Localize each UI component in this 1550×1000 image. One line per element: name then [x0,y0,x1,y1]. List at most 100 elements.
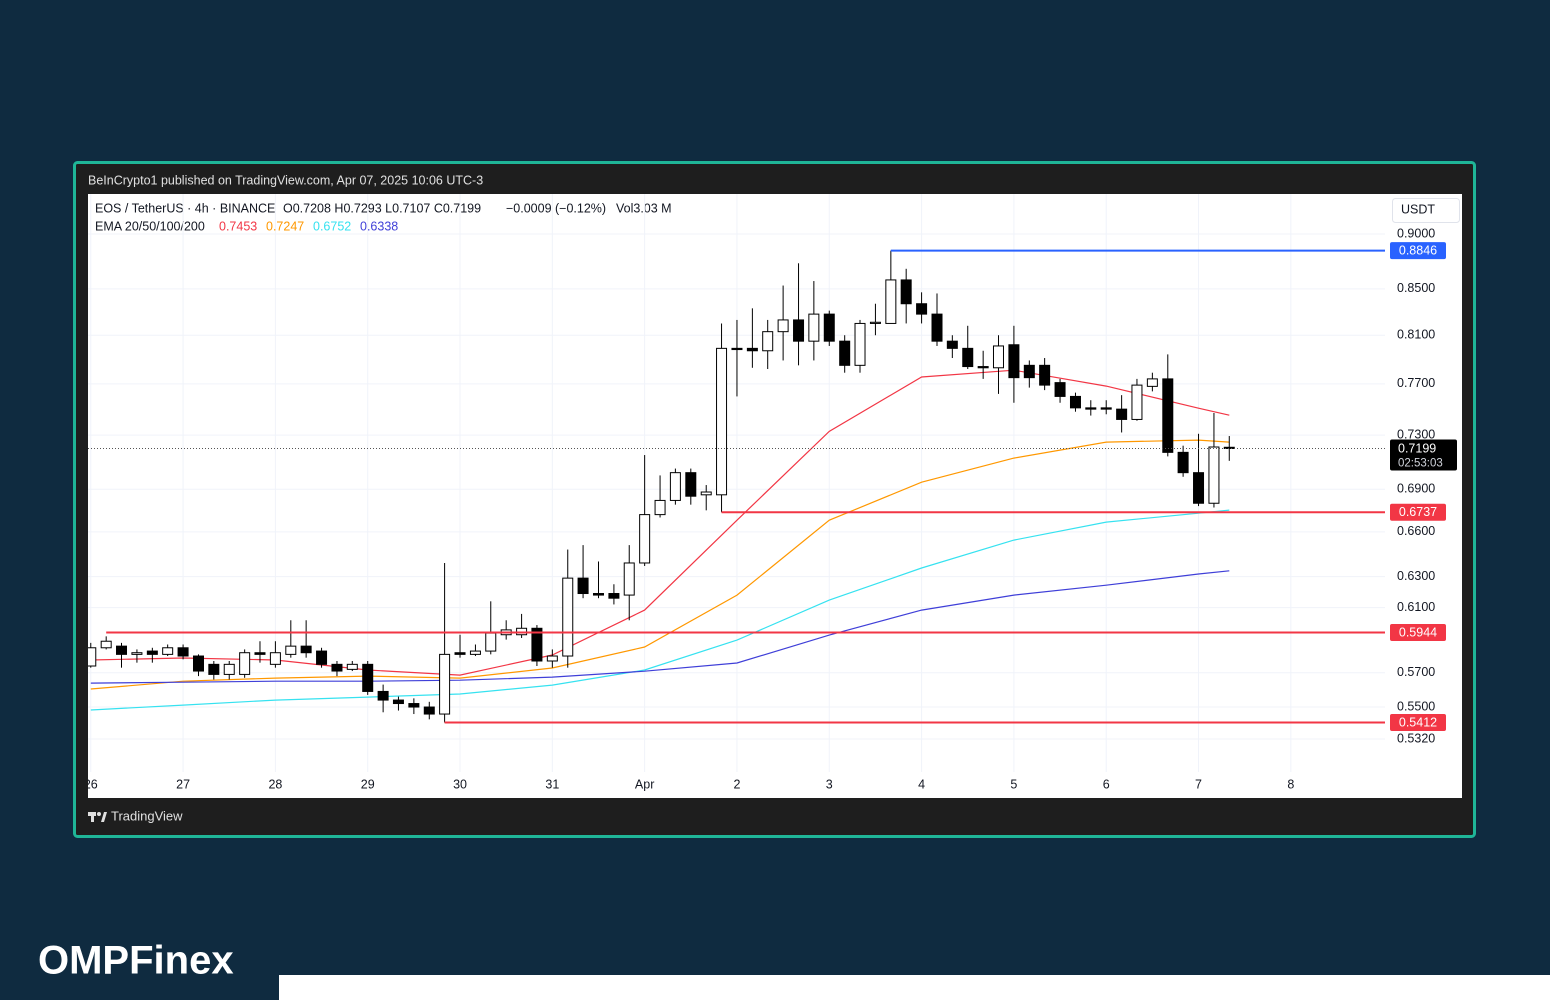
candle-body [1085,407,1097,410]
candle-body [962,347,974,368]
candle-body [808,313,820,342]
candle-body [793,319,805,342]
y-tick-label: 0.7700 [1397,376,1435,390]
y-tick-label: 0.5500 [1397,699,1435,713]
candle-body [162,647,174,655]
candle-body [685,472,697,497]
quote: O0.7208 H0.7293 L0.7107 C0.7199 [283,201,481,215]
x-tick-label: 28 [268,777,282,791]
x-tick-label: 27 [176,777,190,791]
candle-body [1208,446,1220,504]
x-tick-label: 3 [826,777,833,791]
y-tick-label: 0.6300 [1397,569,1435,583]
candle-body [1069,395,1081,409]
logo: OMPFinex [38,939,234,983]
candle-body [100,640,112,649]
candle-body [639,514,651,564]
plot: 26 27 28 29 30 31 Apr 2 3 4 5 6 7 8 [88,194,1385,791]
chart-title: EOS / TetherUS · 4h · BINANCE [95,201,275,215]
last-price-label: 0.7199 [1398,441,1436,455]
last-price-tag [1390,439,1457,471]
candle-body [669,472,681,501]
ema-line [90,439,1230,690]
candle-body [1146,378,1158,387]
volume: Vol3.03 M [616,201,672,215]
x-tick-label: 2 [733,777,740,791]
x-tick-label: 8 [1287,777,1294,791]
ema-line [90,509,1230,711]
candle-body [531,627,543,662]
published-note: BeInCrypto1 published on TradingView.com… [88,173,483,187]
countdown: 02:53:03 [1398,458,1443,470]
candle-body [654,499,666,516]
candle-body [469,650,481,655]
candle-body [362,663,374,692]
ema-value: 0.6752 [313,219,351,233]
candle-body [454,652,466,655]
candle-body [377,690,389,701]
candle-body [1177,451,1189,474]
candle-body [1054,382,1066,397]
candle-body [608,593,620,599]
y-tick-label: 0.7300 [1397,427,1435,441]
x-tick-label: 30 [453,777,467,791]
candle-body [439,653,451,715]
y-tick-label: 0.6100 [1397,600,1435,614]
candle-body [1039,364,1051,386]
candle-body [208,663,220,675]
candle-body [423,706,435,715]
candle-body [346,663,358,670]
level-tag [1390,503,1446,521]
candle-body [285,645,297,655]
candle-body [1100,407,1112,410]
candle-body [931,313,943,342]
candle-body [146,650,158,655]
candle-body [116,645,128,655]
candle-body [408,703,420,708]
currency: USDT [1401,202,1435,216]
x-tick-label: Apr [635,777,654,791]
candle-body [392,699,404,705]
candle-body [854,322,866,366]
indicator: EMA 20/50/100/200 [95,219,205,233]
candle-body [592,593,604,596]
ema-line [90,570,1230,684]
brand-mark [88,812,107,822]
y-tick-label: 0.6900 [1397,482,1435,496]
level-label: 0.8846 [1399,243,1437,257]
plot-area [88,194,1462,798]
y-tick-label: 0.5320 [1397,731,1435,745]
candle-body [1131,384,1143,420]
candle-body [1162,378,1174,453]
candle-body [992,345,1004,369]
x-tick-label: 4 [918,777,925,791]
candle-body [254,652,266,655]
candle-body [485,632,497,652]
level-tag [1390,623,1446,641]
candle-body [762,331,774,352]
candle-body [562,577,574,657]
level-tag [1390,714,1446,732]
candle-body [716,347,728,496]
level-label: 0.6737 [1399,505,1437,519]
candle-body [300,645,312,654]
level-label: 0.5412 [1399,715,1437,729]
candle-body [131,652,143,655]
candle-body [192,655,204,672]
candle-body [331,663,343,672]
currency-box [1392,198,1460,223]
candle-body [746,347,758,352]
ema-value: 0.7247 [266,219,304,233]
candle-body [885,279,897,324]
x-tick-label: 29 [361,777,375,791]
y-tick-label: 0.9000 [1397,226,1435,240]
candle-body [1193,472,1205,504]
candle-body [977,366,989,369]
candle-body [1223,446,1235,449]
x-tick-label: 31 [545,777,559,791]
x-tick-label: 7 [1195,777,1202,791]
ema-line [90,369,1230,676]
x-tick-label: 5 [1010,777,1017,791]
change: −0.0009 (−0.12%) [506,201,606,215]
x-tick-label: 6 [1103,777,1110,791]
